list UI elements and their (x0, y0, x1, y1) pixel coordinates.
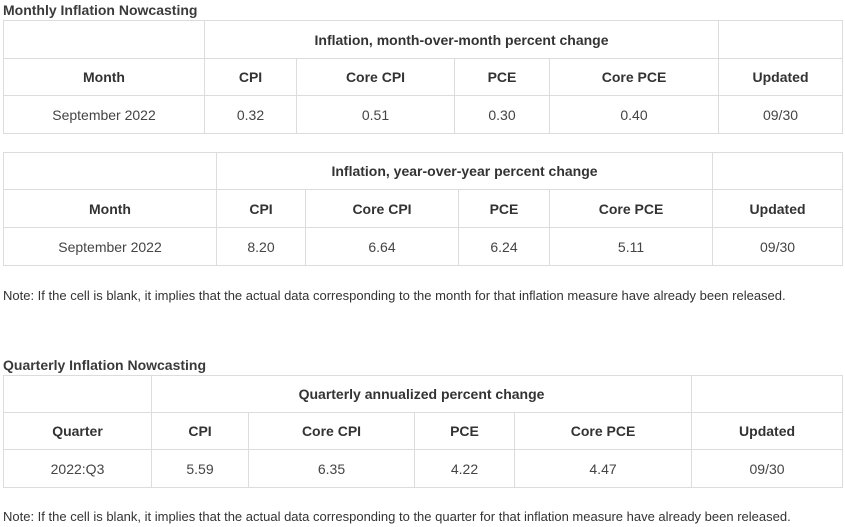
group-header-row: Inflation, month-over-month percent chan… (3, 20, 844, 59)
quarterly-inflation-table: Quarterly annualized percent change Quar… (3, 375, 844, 488)
cell-core-cpi: 0.51 (296, 95, 455, 134)
cell-core-cpi: 6.64 (305, 227, 459, 266)
mom-inflation-table: Inflation, month-over-month percent chan… (3, 20, 844, 134)
group-header: Inflation, month-over-month percent chan… (203, 20, 720, 59)
monthly-section-title: Monthly Inflation Nowcasting (3, 2, 198, 18)
col-header-month: Month (3, 189, 217, 228)
empty-header-cell (712, 152, 844, 190)
col-header-core-pce: Core PCE (548, 189, 714, 228)
col-header-cpi: CPI (204, 58, 297, 96)
cell-updated: 09/30 (691, 449, 844, 488)
cell-quarter: 2022:Q3 (3, 449, 152, 488)
col-header-pce: PCE (414, 412, 515, 450)
cell-month: September 2022 (3, 227, 217, 266)
col-header-core-pce: Core PCE (548, 58, 720, 96)
quarterly-note: Note: If the cell is blank, it implies t… (3, 509, 791, 524)
cell-cpi: 8.20 (216, 227, 306, 266)
yoy-inflation-table: Inflation, year-over-year percent change… (3, 152, 844, 266)
table-row: 2022:Q3 5.59 6.35 4.22 4.47 09/30 (3, 449, 844, 488)
col-header-core-cpi: Core CPI (296, 58, 455, 96)
empty-header-cell (691, 375, 844, 413)
monthly-note: Note: If the cell is blank, it implies t… (3, 288, 786, 303)
cell-core-pce: 4.47 (513, 449, 693, 488)
column-header-row: Month CPI Core CPI PCE Core PCE Updated (3, 189, 844, 228)
col-header-pce: PCE (458, 189, 550, 228)
column-header-row: Month CPI Core CPI PCE Core PCE Updated (3, 58, 844, 96)
cell-pce: 4.22 (414, 449, 515, 488)
col-header-updated: Updated (712, 189, 844, 228)
group-header: Quarterly annualized percent change (150, 375, 693, 413)
cell-core-cpi: 6.35 (248, 449, 415, 488)
col-header-cpi: CPI (216, 189, 306, 228)
col-header-cpi: CPI (151, 412, 249, 450)
col-header-core-cpi: Core CPI (248, 412, 415, 450)
group-header-row: Quarterly annualized percent change (3, 375, 844, 413)
empty-header-cell (3, 375, 152, 413)
column-header-row: Quarter CPI Core CPI PCE Core PCE Update… (3, 412, 844, 450)
cell-core-pce: 0.40 (548, 95, 720, 134)
empty-header-cell (718, 20, 844, 59)
empty-header-cell (3, 152, 217, 190)
quarterly-section-title: Quarterly Inflation Nowcasting (3, 357, 207, 373)
col-header-core-cpi: Core CPI (305, 189, 459, 228)
col-header-core-pce: Core PCE (513, 412, 693, 450)
col-header-quarter: Quarter (3, 412, 152, 450)
table-row: September 2022 8.20 6.64 6.24 5.11 09/30 (3, 227, 844, 266)
col-header-month: Month (3, 58, 205, 96)
cell-updated: 09/30 (718, 95, 844, 134)
table-row: September 2022 0.32 0.51 0.30 0.40 09/30 (3, 95, 844, 134)
cell-month: September 2022 (3, 95, 205, 134)
cell-pce: 0.30 (454, 95, 550, 134)
empty-header-cell (3, 20, 205, 59)
col-header-pce: PCE (454, 58, 550, 96)
cell-cpi: 0.32 (204, 95, 297, 134)
cell-core-pce: 5.11 (548, 227, 714, 266)
col-header-updated: Updated (691, 412, 844, 450)
cell-cpi: 5.59 (151, 449, 249, 488)
cell-pce: 6.24 (458, 227, 550, 266)
group-header-row: Inflation, year-over-year percent change (3, 152, 844, 190)
col-header-updated: Updated (718, 58, 844, 96)
group-header: Inflation, year-over-year percent change (215, 152, 714, 190)
cell-updated: 09/30 (712, 227, 844, 266)
